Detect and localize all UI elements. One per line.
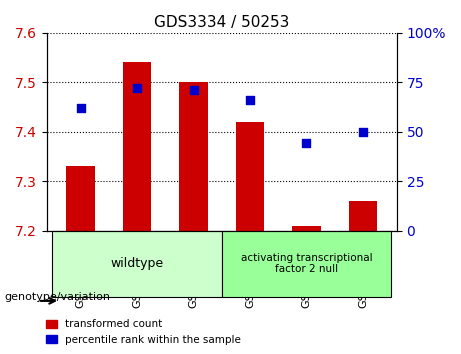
Point	[359, 129, 366, 135]
Point	[133, 85, 141, 91]
Text: genotype/variation: genotype/variation	[5, 292, 111, 302]
Point	[190, 87, 197, 93]
Text: activating transcriptional
factor 2 null: activating transcriptional factor 2 null	[241, 253, 372, 274]
Bar	[349, 201, 377, 230]
Text: wildtype: wildtype	[111, 257, 164, 270]
Point	[303, 141, 310, 146]
Bar	[236, 122, 264, 230]
Bar	[222, 230, 391, 297]
Point	[77, 105, 84, 110]
Legend: transformed count, percentile rank within the sample: transformed count, percentile rank withi…	[42, 315, 245, 349]
Bar	[292, 225, 320, 230]
Bar	[66, 166, 95, 230]
Bar	[123, 62, 151, 230]
Title: GDS3334 / 50253: GDS3334 / 50253	[154, 15, 290, 30]
Point	[246, 97, 254, 103]
Bar	[53, 230, 222, 297]
Bar	[179, 82, 207, 230]
